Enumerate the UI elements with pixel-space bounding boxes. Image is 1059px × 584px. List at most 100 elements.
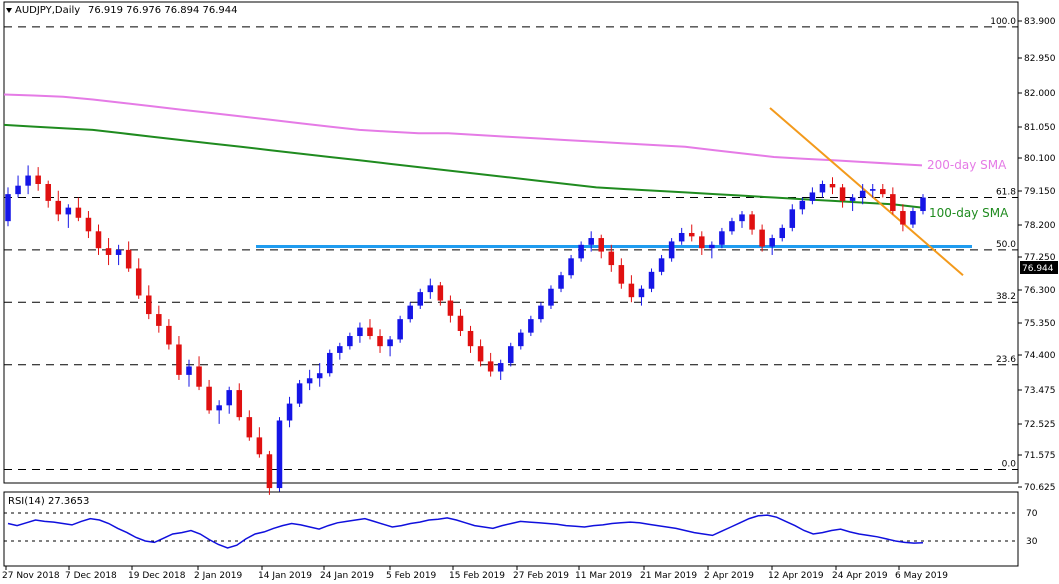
candle-body <box>15 185 21 195</box>
candle-body <box>507 346 514 364</box>
time-tick-label: 11 Mar 2019 <box>575 571 632 581</box>
time-tick-label: 27 Nov 2018 <box>2 571 60 581</box>
symbol-label: AUDJPY,Daily <box>15 5 80 16</box>
candle-body <box>648 271 655 289</box>
candle-body <box>709 244 715 249</box>
candle-body <box>125 249 132 269</box>
candle-body <box>95 231 102 249</box>
candle-body <box>45 183 51 201</box>
time-tick-label: 14 Jan 2019 <box>258 571 312 581</box>
time-tick-label: 6 May 2019 <box>895 571 948 581</box>
price-axis: 83.900 82.950 82.000 81.050 80.100 79.150 78.2… <box>1018 17 1058 493</box>
sma-100-annotation: 100-day SMA <box>929 206 1009 220</box>
price-tick-label: 83.900 <box>1024 17 1056 27</box>
price-tick-label: 81.050 <box>1024 123 1056 133</box>
time-axis: 27 Nov 2018 7 Dec 2018 19 Dec 2018 2 Jan 20… <box>2 566 948 581</box>
resistance-trendline <box>769 107 964 276</box>
fib-level-label: 0.0 <box>1002 459 1017 469</box>
candle-body <box>5 194 11 222</box>
candle-body <box>457 315 464 331</box>
time-tick-label: 15 Feb 2019 <box>449 571 505 581</box>
candle-body <box>65 207 72 215</box>
candle-body <box>75 207 82 218</box>
candle-body <box>839 187 846 201</box>
candle-body <box>35 175 41 184</box>
time-tick-label: 27 Feb 2019 <box>513 571 569 581</box>
candle-body <box>739 214 745 222</box>
candle-body <box>437 285 444 301</box>
candle-body <box>628 283 635 298</box>
time-tick-label: 5 Feb 2019 <box>386 571 437 581</box>
price-tick-label: 75.350 <box>1024 319 1056 329</box>
candle-body <box>146 295 152 315</box>
candle-body <box>25 175 31 186</box>
candle-body <box>910 211 916 225</box>
candle-body <box>407 305 413 320</box>
candle-body <box>699 236 705 249</box>
candle-body <box>749 214 755 230</box>
price-tick-label: 82.950 <box>1024 54 1056 64</box>
candle-body <box>387 339 393 347</box>
candle-body <box>497 363 504 372</box>
price-tick-label: 78.200 <box>1024 221 1056 231</box>
rsi-frame <box>3 491 1019 567</box>
time-tick-label: 2 Jan 2019 <box>194 571 242 581</box>
price-tick-label: 82.000 <box>1024 89 1056 99</box>
candle-body <box>55 200 62 215</box>
candle-body <box>558 275 564 289</box>
time-tick-label: 12 Apr 2019 <box>768 571 824 581</box>
candle-body <box>417 292 424 306</box>
candle-body <box>276 420 283 489</box>
candle-body <box>427 285 434 293</box>
rsi-panel: 70 30 RSI(14) 27.3653 <box>4 496 1038 549</box>
last-price-label: 76.944 <box>1022 264 1054 274</box>
candle-body <box>538 305 544 320</box>
price-tick-label: 76.300 <box>1024 286 1056 296</box>
candle-body <box>548 288 554 306</box>
candle-body <box>880 189 886 195</box>
price-tick-label: 72.525 <box>1024 420 1056 430</box>
time-tick-label: 2 Apr 2019 <box>704 571 754 581</box>
time-tick-label: 7 Dec 2018 <box>65 571 117 581</box>
sma-200-annotation: 200-day SMA <box>927 158 1007 172</box>
candle-body <box>166 325 172 345</box>
candle-body <box>668 241 675 259</box>
rsi-tick-label: 30 <box>1026 537 1038 547</box>
price-tick-label: 77.250 <box>1024 253 1056 263</box>
candle-body <box>246 417 253 438</box>
candle-body <box>869 189 876 191</box>
time-tick-label: 24 Jan 2019 <box>320 571 374 581</box>
candle-body <box>608 251 615 266</box>
candle-body <box>377 336 383 347</box>
candle-body <box>829 183 836 188</box>
candle-body <box>447 300 454 316</box>
candle-body <box>809 192 816 201</box>
labels: 100.0 61.8 50.0 38.2 23.6 0.0 AUDJPY,Daily 76.9… <box>6 5 1016 469</box>
candle-body <box>357 327 363 337</box>
sma-100-line <box>3 123 923 209</box>
candle-body <box>618 265 625 284</box>
candle-body <box>890 194 896 212</box>
fib-grid <box>4 26 1018 470</box>
candle-body <box>900 211 906 225</box>
last-price-box <box>1020 261 1058 274</box>
price-tick-label: 79.150 <box>1024 187 1056 197</box>
candle-body <box>156 314 162 326</box>
candle-body <box>477 346 484 362</box>
time-tick-label: 24 Apr 2019 <box>832 571 888 581</box>
candle-body <box>688 232 695 237</box>
candle-body <box>568 258 574 276</box>
candle-body <box>528 319 534 333</box>
candle-body <box>397 319 403 340</box>
candle-body <box>729 221 735 232</box>
candle-body <box>105 248 112 255</box>
candle-body <box>176 344 182 375</box>
candle-body <box>226 390 232 406</box>
candle-body <box>196 366 202 387</box>
price-tick-label: 74.400 <box>1024 351 1056 361</box>
rsi-title: RSI(14) 27.3653 <box>8 496 89 507</box>
candle-body <box>598 238 605 252</box>
candle-body <box>638 288 645 298</box>
fib-level-label: 23.6 <box>996 355 1016 365</box>
